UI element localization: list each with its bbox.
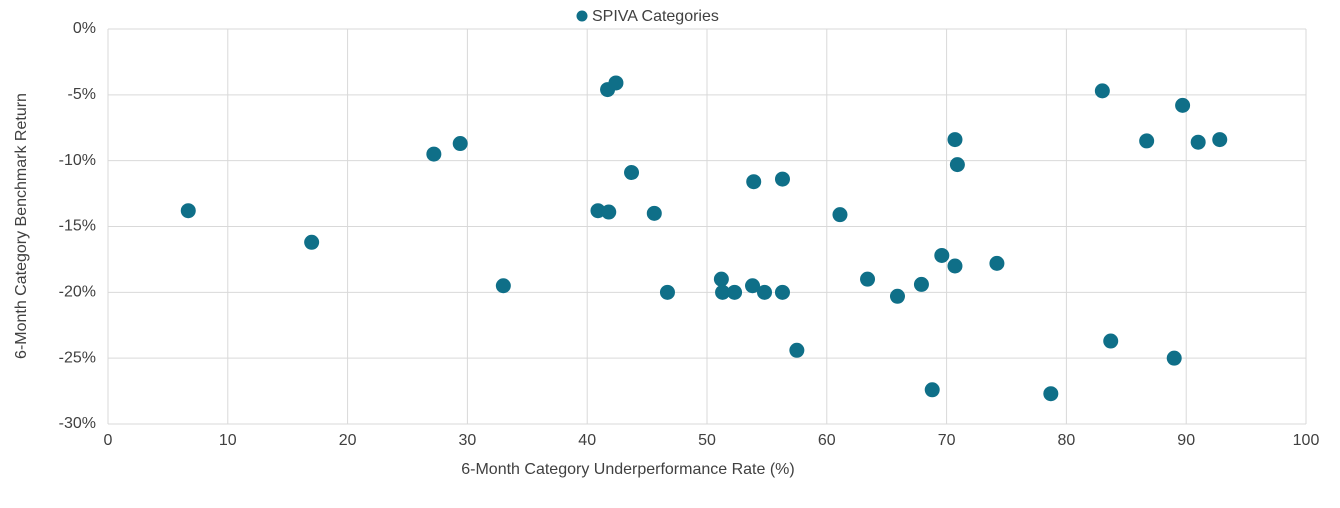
point bbox=[304, 234, 320, 250]
point bbox=[715, 284, 731, 300]
point bbox=[913, 276, 929, 292]
point bbox=[727, 284, 743, 300]
point bbox=[1043, 386, 1059, 402]
point bbox=[934, 247, 950, 263]
point bbox=[601, 204, 617, 220]
y-tick-label: -5% bbox=[68, 86, 96, 103]
point bbox=[624, 165, 640, 181]
legend-label: SPIVA Categories bbox=[592, 8, 719, 25]
x-tick-label: 90 bbox=[1177, 432, 1195, 449]
point bbox=[947, 258, 963, 274]
point bbox=[495, 278, 511, 294]
point bbox=[659, 284, 675, 300]
y-tick-label: -20% bbox=[59, 284, 96, 301]
point bbox=[452, 136, 468, 152]
legend-marker bbox=[576, 10, 588, 22]
point bbox=[745, 278, 761, 294]
x-tick-label: 0 bbox=[104, 432, 113, 449]
y-tick-label: -10% bbox=[59, 152, 96, 169]
point bbox=[774, 171, 790, 187]
point bbox=[426, 146, 442, 162]
point bbox=[1166, 350, 1182, 366]
point bbox=[757, 284, 773, 300]
y-tick-label: 0% bbox=[73, 20, 96, 37]
point bbox=[789, 342, 805, 358]
point bbox=[889, 288, 905, 304]
point bbox=[1094, 83, 1110, 99]
x-tick-label: 80 bbox=[1058, 432, 1076, 449]
y-axis-title: 6-Month Category Benchmark Return bbox=[13, 93, 30, 359]
point bbox=[1103, 333, 1119, 349]
point bbox=[608, 75, 624, 91]
point bbox=[746, 174, 762, 190]
x-tick-label: 70 bbox=[938, 432, 956, 449]
x-tick-label: 40 bbox=[578, 432, 596, 449]
point bbox=[1175, 97, 1191, 113]
point bbox=[860, 271, 876, 287]
point bbox=[947, 132, 963, 148]
point bbox=[989, 255, 1005, 271]
point bbox=[180, 203, 196, 219]
x-tick-label: 50 bbox=[698, 432, 716, 449]
x-tick-label: 60 bbox=[818, 432, 836, 449]
x-tick-label: 20 bbox=[339, 432, 357, 449]
y-tick-label: -30% bbox=[59, 415, 96, 432]
y-tick-label: -15% bbox=[59, 218, 96, 235]
x-tick-label: 100 bbox=[1293, 432, 1320, 449]
point bbox=[949, 157, 965, 173]
y-tick-label: -25% bbox=[59, 349, 96, 366]
x-tick-label: 30 bbox=[459, 432, 477, 449]
point bbox=[774, 284, 790, 300]
point bbox=[1212, 132, 1228, 148]
x-axis-title: 6-Month Category Underperformance Rate (… bbox=[461, 461, 794, 478]
x-tick-label: 10 bbox=[219, 432, 237, 449]
point bbox=[1139, 133, 1155, 149]
point bbox=[832, 207, 848, 223]
point bbox=[713, 271, 729, 287]
point bbox=[646, 205, 662, 221]
point bbox=[924, 382, 940, 398]
point bbox=[1190, 134, 1206, 150]
